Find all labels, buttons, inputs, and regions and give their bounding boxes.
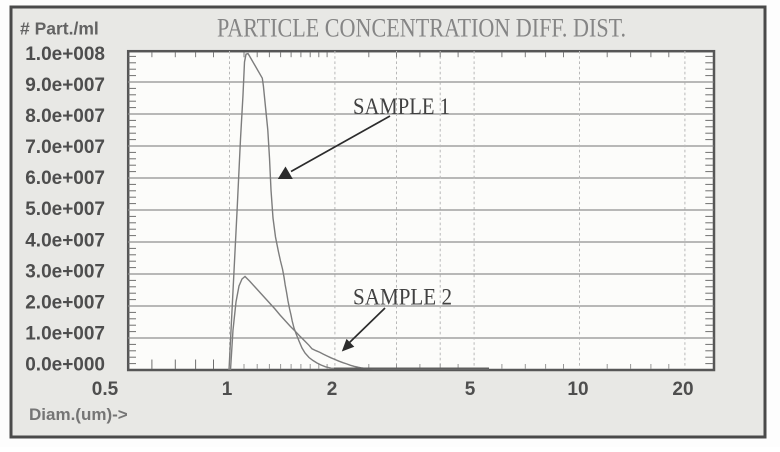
svg-text:5.0e+007: 5.0e+007 [25, 199, 105, 220]
svg-text:8.0e+007: 8.0e+007 [25, 106, 105, 127]
svg-text:2: 2 [327, 379, 338, 400]
svg-text:20: 20 [672, 379, 693, 400]
svg-text:SAMPLE 2: SAMPLE 2 [353, 285, 452, 310]
svg-text:9.0e+007: 9.0e+007 [25, 75, 105, 96]
svg-text:2.0e+007: 2.0e+007 [25, 293, 105, 314]
svg-text:Diam.(um)->: Diam.(um)-> [29, 405, 128, 424]
svg-text:1.0e+008: 1.0e+008 [25, 44, 105, 65]
svg-text:PARTICLE CONCENTRATION DIFF. D: PARTICLE CONCENTRATION DIFF. DIST. [217, 14, 626, 43]
svg-text:7.0e+007: 7.0e+007 [25, 137, 105, 158]
svg-text:SAMPLE 1: SAMPLE 1 [353, 94, 450, 119]
svg-text:0.0e+000: 0.0e+000 [25, 355, 105, 376]
svg-text:0.5: 0.5 [92, 379, 119, 400]
svg-text:4.0e+007: 4.0e+007 [25, 230, 105, 251]
svg-text:# Part./ml: # Part./ml [20, 19, 99, 39]
svg-text:6.0e+007: 6.0e+007 [25, 168, 105, 189]
svg-text:3.0e+007: 3.0e+007 [25, 261, 105, 282]
svg-text:1.0e+007: 1.0e+007 [25, 324, 105, 345]
svg-text:1: 1 [222, 379, 233, 400]
svg-text:10: 10 [567, 379, 588, 400]
svg-text:5: 5 [465, 379, 476, 400]
